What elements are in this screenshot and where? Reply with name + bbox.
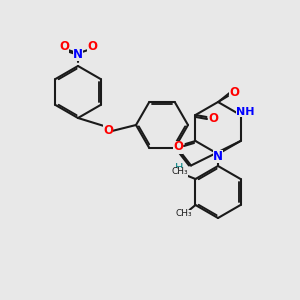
Text: CH₃: CH₃ <box>171 167 188 176</box>
Text: CH₃: CH₃ <box>175 209 192 218</box>
Text: O: O <box>59 40 69 52</box>
Text: N: N <box>73 47 83 61</box>
Text: N: N <box>213 149 223 163</box>
Text: O: O <box>87 40 97 52</box>
Text: O: O <box>208 112 218 124</box>
Text: O: O <box>173 140 184 154</box>
Text: NH: NH <box>236 107 255 117</box>
Text: O: O <box>103 124 113 136</box>
Text: O: O <box>229 86 239 100</box>
Text: H: H <box>175 163 183 172</box>
